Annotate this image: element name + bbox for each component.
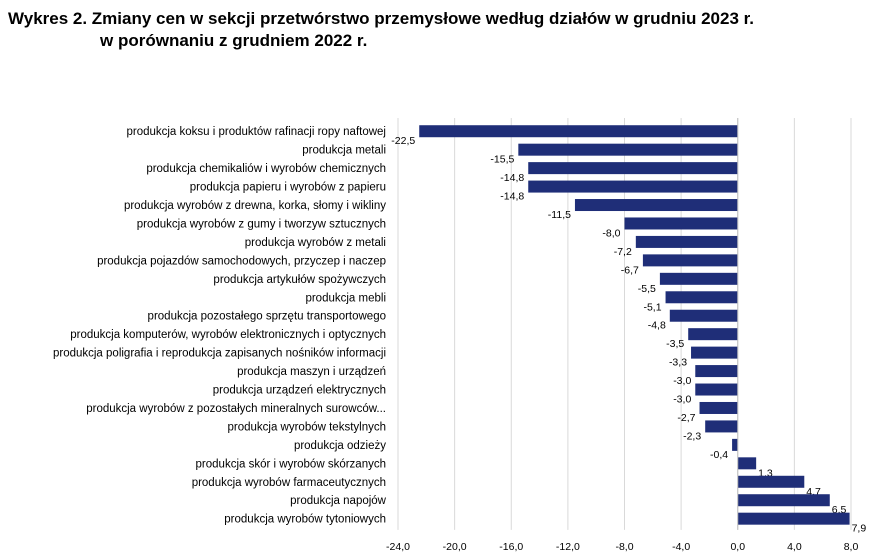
bar bbox=[669, 309, 738, 322]
bar bbox=[665, 291, 738, 304]
bar bbox=[624, 217, 738, 230]
data-label: -22,5 bbox=[391, 135, 415, 147]
data-label: -2,7 bbox=[677, 412, 695, 424]
bar bbox=[737, 457, 757, 470]
data-label: -5,5 bbox=[638, 283, 656, 295]
category-label: produkcja urządzeń elektrycznych bbox=[213, 385, 386, 397]
x-tick-label: -12,0 bbox=[556, 541, 580, 553]
x-tick-label: 4,0 bbox=[787, 541, 802, 553]
category-label: produkcja wyrobów tekstylnych bbox=[227, 421, 386, 433]
data-label: -3,0 bbox=[673, 375, 691, 387]
bar bbox=[574, 199, 738, 212]
bar bbox=[699, 401, 738, 414]
category-label: produkcja napojów bbox=[290, 495, 387, 507]
bar bbox=[705, 420, 738, 433]
category-label: produkcja maszyn i urządzeń bbox=[237, 366, 386, 378]
data-label: -0,4 bbox=[710, 449, 728, 461]
data-label: -7,2 bbox=[614, 246, 632, 258]
category-label: produkcja odzieży bbox=[294, 440, 386, 452]
category-label: produkcja papieru i wyrobów z papieru bbox=[190, 182, 386, 194]
bar bbox=[695, 365, 738, 378]
bar bbox=[737, 494, 830, 507]
bar bbox=[688, 328, 738, 341]
category-label: produkcja chemikaliów i wyrobów chemiczn… bbox=[146, 163, 386, 175]
data-label: 7,9 bbox=[852, 523, 867, 535]
category-label: produkcja mebli bbox=[305, 292, 386, 304]
chart-title-line2: w porównaniu z grudniem 2022 r. bbox=[100, 31, 368, 50]
bar bbox=[732, 438, 738, 451]
category-label: produkcja poligrafia i reprodukcja zapis… bbox=[53, 348, 386, 360]
category-label: produkcja wyrobów z drewna, korka, słomy… bbox=[124, 200, 386, 212]
bar bbox=[528, 162, 738, 175]
category-label: produkcja wyrobów z metali bbox=[245, 237, 386, 249]
x-tick-label: -24,0 bbox=[386, 541, 410, 553]
category-label: produkcja wyrobów farmaceutycznych bbox=[192, 477, 386, 489]
category-label: produkcja pozostałego sprzętu transporto… bbox=[148, 311, 386, 323]
data-label: -6,7 bbox=[621, 264, 639, 276]
bar bbox=[528, 180, 738, 193]
bar bbox=[737, 512, 850, 525]
bar bbox=[635, 235, 738, 248]
data-label: -11,5 bbox=[548, 209, 571, 221]
category-label: produkcja pojazdów samochodowych, przycz… bbox=[97, 255, 386, 267]
data-label: -3,3 bbox=[669, 357, 687, 369]
category-label: produkcja wyrobów z gumy i tworzyw sztuc… bbox=[137, 218, 386, 230]
data-label: -3,0 bbox=[673, 394, 691, 406]
bar bbox=[691, 346, 738, 359]
data-label: -3,5 bbox=[666, 338, 684, 350]
bar bbox=[642, 254, 738, 267]
category-label: produkcja koksu i produktów rafinacji ro… bbox=[126, 126, 386, 138]
chart-title: Wykres 2. Zmiany cen w sekcji przetwórst… bbox=[8, 8, 754, 52]
bar bbox=[695, 383, 738, 396]
bar bbox=[518, 143, 738, 156]
x-tick-label: 0,0 bbox=[730, 541, 745, 553]
data-label: -14,8 bbox=[500, 191, 524, 203]
bar bbox=[737, 475, 805, 488]
data-label: -15,5 bbox=[490, 154, 514, 166]
bar bbox=[659, 272, 738, 285]
chart-title-line1: Wykres 2. Zmiany cen w sekcji przetwórst… bbox=[8, 9, 755, 28]
data-label: -5,1 bbox=[643, 301, 661, 313]
x-tick-label: -20,0 bbox=[443, 541, 467, 553]
data-label: -14,8 bbox=[500, 172, 524, 184]
data-label: -4,8 bbox=[648, 320, 666, 332]
x-tick-label: -16,0 bbox=[499, 541, 523, 553]
x-tick-label: -4,0 bbox=[672, 541, 690, 553]
category-label: produkcja komputerów, wyrobów elektronic… bbox=[70, 329, 386, 341]
category-label: produkcja metali bbox=[302, 145, 386, 157]
x-tick-label: 8,0 bbox=[844, 541, 859, 553]
x-tick-label: -8,0 bbox=[615, 541, 633, 553]
category-label: produkcja wyrobów tytoniowych bbox=[224, 514, 386, 526]
data-label: -2,3 bbox=[683, 430, 701, 442]
bar bbox=[419, 125, 738, 138]
category-label: produkcja wyrobów z pozostałych mineraln… bbox=[86, 403, 386, 415]
category-label: produkcja artykułów spożywczych bbox=[213, 274, 386, 286]
category-label: produkcja skór i wyrobów skórzanych bbox=[196, 458, 386, 470]
data-label: -8,0 bbox=[602, 227, 620, 239]
